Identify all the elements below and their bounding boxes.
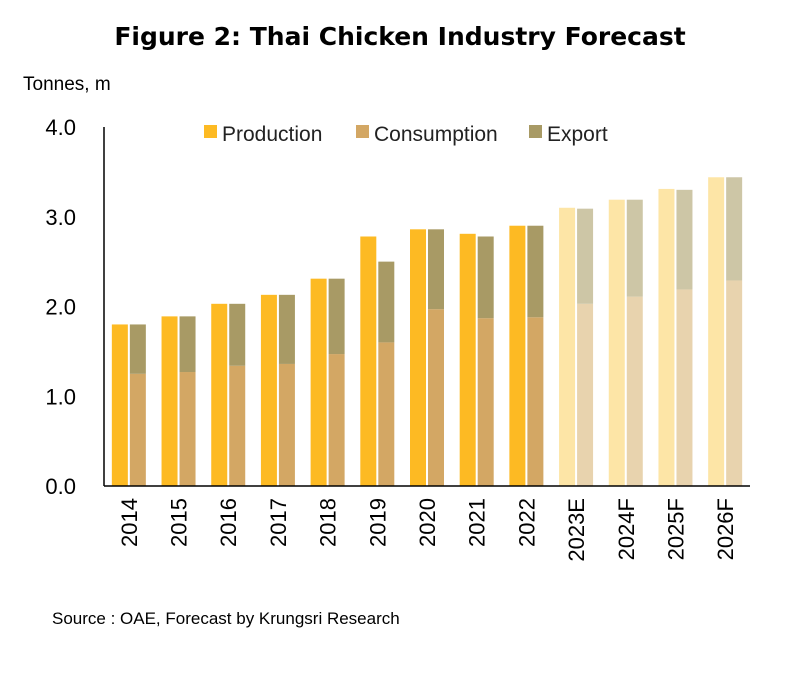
x-tick-label: 2017: [266, 498, 291, 547]
consumption-bar: [378, 342, 395, 486]
y-axis-unit-label: Tonnes, m: [23, 74, 111, 95]
production-bar: [658, 188, 675, 487]
x-tick-label: 2020: [415, 498, 440, 547]
export-bar: [378, 261, 395, 343]
x-tick-label: 2023E: [564, 498, 589, 562]
consumption-bar: [428, 309, 444, 486]
consumption-bar: [477, 318, 494, 486]
production-bar: [608, 199, 625, 486]
production-bar: [211, 303, 228, 486]
y-tick-label: 2.0: [45, 295, 76, 320]
export-bar: [676, 189, 693, 290]
x-tick-label: 2026F: [713, 498, 738, 560]
x-tick-label: 2021: [465, 498, 490, 547]
consumption-bar: [129, 373, 146, 486]
production-bar: [559, 207, 576, 486]
legend-swatch: [204, 125, 217, 138]
x-tick-label: 2016: [216, 498, 241, 547]
consumption-bar: [229, 365, 246, 486]
legend-label: Export: [547, 123, 608, 146]
consumption-bar: [278, 363, 295, 486]
export-bar: [527, 225, 544, 318]
y-tick-label: 4.0: [45, 115, 76, 140]
production-bar: [260, 294, 277, 486]
export-bar: [626, 199, 643, 297]
production-bar: [111, 324, 128, 486]
legend-swatch: [529, 125, 542, 138]
export-bar: [328, 278, 345, 355]
export-bar: [229, 303, 246, 366]
production-bar: [310, 278, 327, 486]
consumption-bar: [626, 296, 643, 486]
y-tick-label: 0.0: [45, 474, 76, 499]
production-bar: [459, 233, 476, 486]
x-tick-label: 2025F: [663, 498, 688, 560]
export-bar: [726, 177, 743, 281]
production-bar: [509, 225, 526, 486]
legend-label: Production: [222, 123, 322, 146]
export-bar: [577, 208, 594, 304]
legend-label: Consumption: [374, 123, 498, 146]
production-bar: [708, 177, 725, 486]
export-bar: [428, 229, 444, 310]
chart-title: Figure 2: Thai Chicken Industry Forecast: [114, 22, 686, 51]
y-tick-label: 3.0: [45, 205, 76, 230]
export-bar: [179, 316, 196, 373]
consumption-bar: [328, 354, 345, 486]
source-note: Source : OAE, Forecast by Krungsri Resea…: [52, 609, 400, 628]
consumption-bar: [179, 372, 196, 486]
production-bar: [360, 236, 377, 486]
x-tick-label: 2014: [117, 498, 142, 547]
consumption-bar: [577, 303, 594, 486]
production-bar: [161, 316, 178, 486]
export-bar: [477, 236, 494, 319]
x-tick-label: 2024F: [614, 498, 639, 560]
x-tick-label: 2022: [514, 498, 539, 547]
production-bar: [410, 229, 426, 486]
consumption-bar: [676, 289, 693, 486]
x-tick-label: 2018: [316, 498, 341, 547]
y-tick-label: 1.0: [45, 384, 76, 409]
x-tick-label: 2015: [167, 498, 192, 547]
consumption-bar: [726, 280, 743, 486]
export-bar: [278, 294, 295, 364]
x-tick-label: 2019: [365, 498, 390, 547]
export-bar: [129, 324, 146, 374]
consumption-bar: [527, 317, 544, 486]
legend-swatch: [356, 125, 369, 138]
